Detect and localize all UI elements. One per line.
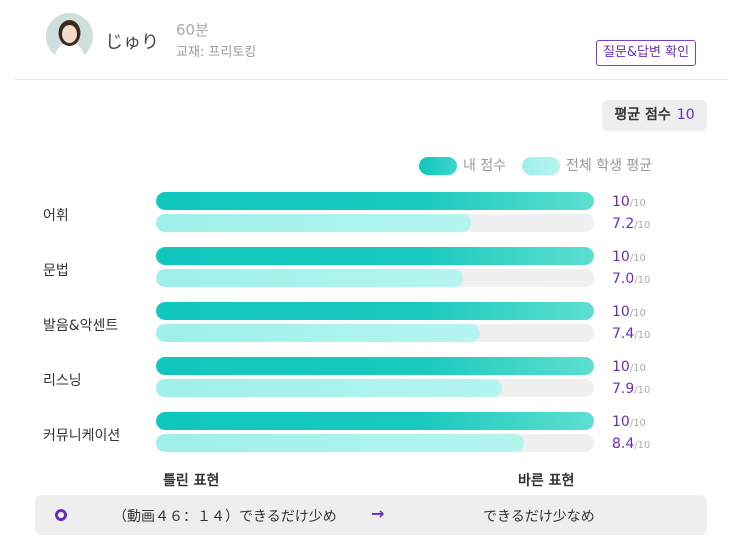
score-max: /10 [629, 253, 646, 264]
header-divider [15, 79, 728, 80]
score-number: 7.0 [612, 271, 635, 287]
score-max: /10 [634, 330, 651, 341]
legend-mine: 내 점수 [419, 156, 506, 176]
score-number: 7.2 [612, 216, 635, 232]
score-max: /10 [629, 363, 646, 374]
tutor-avatar [46, 13, 93, 60]
arrow-right-icon: → [371, 504, 385, 523]
textbook-label: 교재: 프리토킹 [176, 45, 257, 60]
score-max: /10 [629, 308, 646, 319]
category-label: 문법 [43, 263, 69, 279]
category-label: 어휘 [43, 208, 69, 224]
my-score-track [156, 357, 594, 375]
my-score-bar [156, 357, 594, 375]
average-score-bar [156, 324, 481, 342]
axis-label-correct: 바른 표현 [518, 473, 575, 489]
my-score-track [156, 412, 594, 430]
legend-mine-label: 내 점수 [463, 158, 507, 174]
average-score-bar [156, 214, 472, 232]
score-number: 7.9 [612, 381, 635, 397]
wrong-expression: （動画４６：１４）できるだけ少め [113, 509, 337, 525]
radio-marker-icon [55, 509, 67, 521]
average-score-value: 8.4/10 [612, 436, 650, 452]
average-score-bar [156, 434, 524, 452]
score-max: /10 [634, 385, 651, 396]
lesson-duration: 60분 [176, 21, 209, 39]
score-number: 10 [612, 304, 630, 320]
tutor-name: じゅり [105, 32, 159, 53]
average-score-track [156, 214, 594, 232]
average-score-bar [156, 269, 463, 287]
legend-overall-swatch [522, 157, 560, 175]
category-label: 리스닝 [43, 373, 82, 389]
my-score-value: 10/10 [612, 249, 646, 265]
my-score-value: 10/10 [612, 194, 646, 210]
category-label: 발음&악센트 [43, 318, 119, 334]
my-score-bar [156, 412, 594, 430]
my-score-bar [156, 302, 594, 320]
score-number: 8.4 [612, 436, 635, 452]
my-score-value: 10/10 [612, 414, 646, 430]
average-score-value: 7.0/10 [612, 271, 650, 287]
score-number: 10 [612, 249, 630, 265]
score-max: /10 [634, 275, 651, 286]
legend-overall-label: 전체 학생 평균 [566, 158, 653, 174]
legend-overall: 전체 학생 평균 [522, 156, 652, 176]
my-score-bar [156, 247, 594, 265]
average-score-label: 평균 점수 [614, 107, 671, 123]
score-number: 10 [612, 414, 630, 430]
my-score-track [156, 192, 594, 210]
my-score-bar [156, 192, 594, 210]
score-max: /10 [629, 198, 646, 209]
my-score-track [156, 302, 594, 320]
score-number: 7.4 [612, 326, 635, 342]
lesson-header: じゅり 60분 교재: 프리토킹 질문&답변 확인 [0, 0, 743, 80]
average-score-value: 10 [676, 107, 695, 123]
average-score-bar [156, 379, 503, 397]
score-max: /10 [634, 440, 651, 451]
correction-item[interactable]: （動画４６：１４）できるだけ少め → できるだけ少なめ [35, 495, 707, 535]
category-label: 커뮤니케이션 [43, 428, 121, 444]
axis-label-wrong: 틀린 표현 [163, 473, 220, 489]
my-score-value: 10/10 [612, 304, 646, 320]
average-score-track [156, 379, 594, 397]
average-score-value: 7.4/10 [612, 326, 650, 342]
score-max: /10 [629, 418, 646, 429]
legend-mine-swatch [419, 157, 457, 175]
score-number: 10 [612, 194, 630, 210]
average-score-track [156, 324, 594, 342]
score-number: 10 [612, 359, 630, 375]
my-score-track [156, 247, 594, 265]
average-score-track [156, 434, 594, 452]
correct-expression: できるだけ少なめ [483, 509, 595, 525]
average-score-value: 7.2/10 [612, 216, 650, 232]
score-max: /10 [634, 220, 651, 231]
average-score-badge: 평균 점수 10 [602, 100, 707, 131]
average-score-track [156, 269, 594, 287]
average-score-value: 7.9/10 [612, 381, 650, 397]
my-score-value: 10/10 [612, 359, 646, 375]
qa-check-button[interactable]: 질문&답변 확인 [596, 40, 697, 66]
